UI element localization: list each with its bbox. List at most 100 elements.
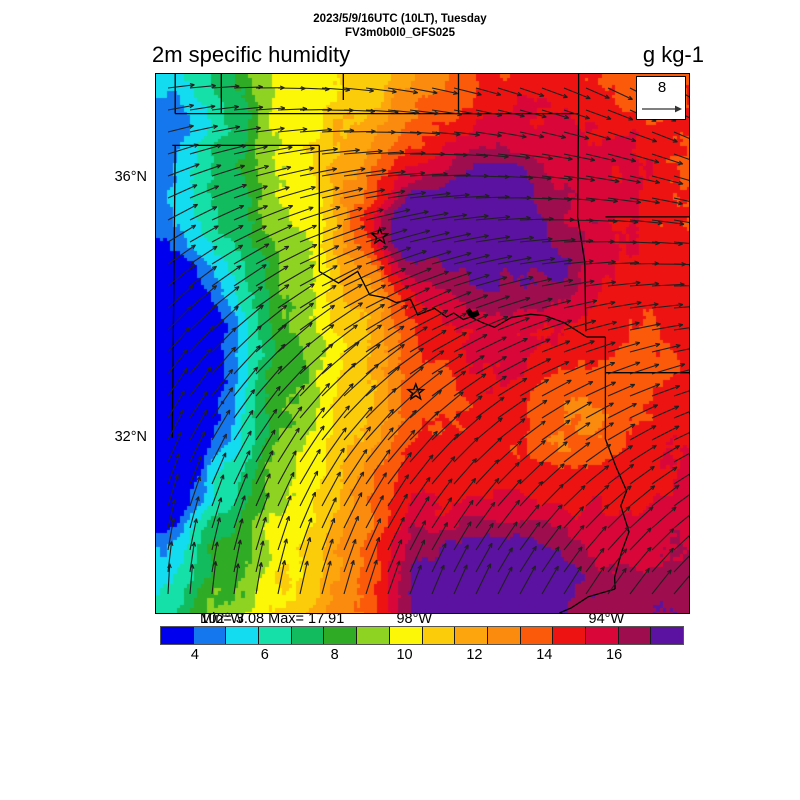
wind-vector-head [190,264,196,270]
wind-vector [277,108,308,111]
wind-vector [299,245,340,265]
colorbar[interactable] [160,626,684,645]
wind-vector [453,437,479,463]
wind-vector [299,470,319,507]
wind-vector [277,538,288,573]
wind-vector-head [522,377,528,383]
wind-vector [475,216,510,221]
wind-vector-head [599,547,605,553]
wind-vector [563,506,585,529]
wind-vector [585,281,616,287]
wind-vector [607,506,631,529]
wind-vector [211,541,218,573]
wind-vector [475,196,510,199]
wind-vector-head [261,264,267,269]
wind-vector [629,241,660,244]
wind-vector-head [320,407,326,413]
wind-vector-head [287,224,293,230]
wind-vector-head [284,186,290,191]
wind-vector [497,153,530,159]
wind-vector [607,383,636,397]
wind-vector [563,299,598,309]
wind-vector [585,109,612,120]
wind-vector [233,304,264,331]
wind-vector [519,565,536,595]
wind-vector-head [264,243,270,248]
wind-vector [673,153,689,160]
map-plot-area[interactable]: 8 [155,73,690,614]
wind-vector-head [193,518,198,524]
wind-vector-head [217,497,223,503]
wind-vector-head [301,365,307,371]
colorbar-band [324,627,358,644]
wind-vector [299,129,332,133]
wind-vector [189,476,201,507]
wind-vector [167,84,195,89]
wind-vector-head [666,569,672,575]
wind-vector [497,462,520,485]
wind-vector-head [284,245,290,251]
wind-vector-head [313,470,319,476]
wind-vector [343,363,379,397]
wind-vector [453,153,488,157]
wind-vector-head [674,445,681,450]
wind-vector-head [235,563,241,569]
wind-vector [673,473,689,485]
wind-vector-head [441,329,447,335]
wind-vector-head [329,304,336,310]
wind-vector-head [672,138,678,143]
wind-vector-head [262,516,267,522]
wind-vector [321,246,362,265]
wind-vector-head [483,213,489,219]
wind-vector [409,454,434,485]
wind-vector [321,188,363,199]
wind-vector [211,452,227,485]
wind-vector [365,495,384,529]
wind-vector-head [391,387,397,393]
wind-vector-head [285,515,291,521]
wind-vector [563,524,585,551]
wind-vector [585,341,616,353]
wind-vector [585,362,615,375]
wind-vector [519,481,544,507]
wind-vector [629,219,663,224]
wind-vector [211,106,239,111]
wind-vector-head [476,415,482,421]
wind-vector-head [309,166,315,172]
wind-vector-head [265,492,270,498]
wind-vector-head [212,285,218,290]
wind-vector [321,471,341,507]
wind-vector [321,283,363,309]
wind-vector [519,153,553,160]
wind-vector-head [332,265,338,270]
wind-vector-head [235,125,241,130]
wind-vector [651,283,685,287]
wind-vector-head [657,220,663,226]
wind-vector [189,366,212,397]
wind-vector [299,449,321,485]
wind-vector-head [538,461,544,467]
wind-vector [365,190,406,199]
wind-vector [453,215,489,221]
wind-vector [563,280,595,287]
wind-vector-head [228,387,234,393]
wind-vector [431,543,447,573]
wind-vector-head [212,124,218,130]
wind-vector [387,131,422,134]
wind-vector-head [545,338,551,343]
wind-vector-head [332,497,337,503]
wind-vector [277,283,315,309]
station-star-north[interactable] [370,226,390,245]
wind-vector-head [262,145,268,150]
wind-vector-head [503,316,509,321]
wind-vector [343,560,355,595]
wind-vector-head [519,113,525,118]
wind-vector-head [547,297,553,303]
wind-vector [299,87,330,90]
wind-vector [585,197,618,202]
station-star-south[interactable] [406,381,426,401]
wind-vector-head [424,496,430,502]
wind-vector-head [233,305,239,311]
wind-vector [343,266,385,287]
